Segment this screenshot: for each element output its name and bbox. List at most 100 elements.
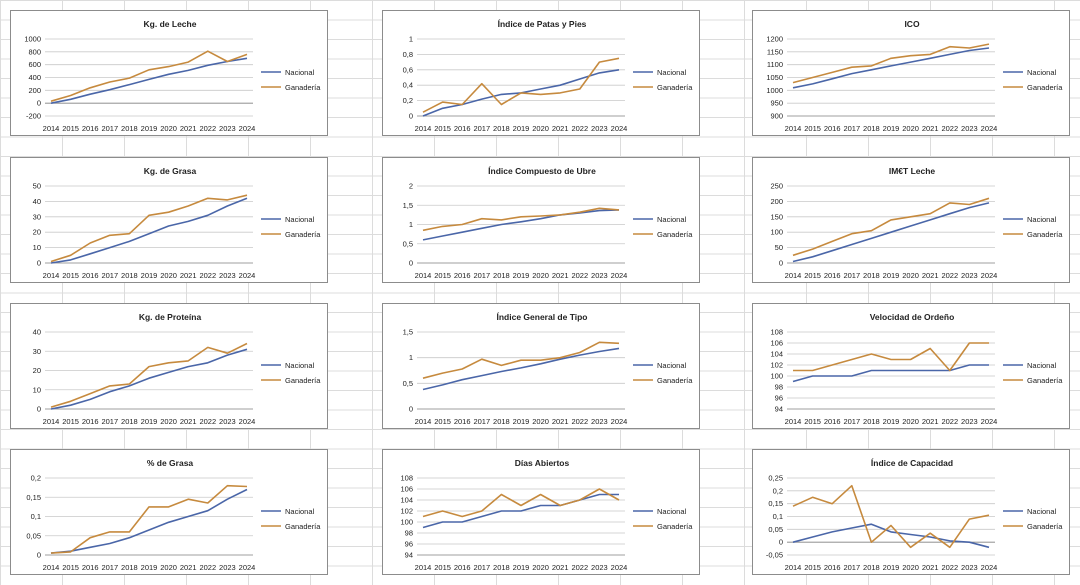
x-tick-label: 2016 bbox=[82, 124, 99, 133]
x-tick-label: 2020 bbox=[902, 417, 919, 426]
y-tick-label: 100 bbox=[400, 518, 413, 527]
y-tick-label: 106 bbox=[400, 485, 413, 494]
x-tick-label: 2015 bbox=[434, 124, 451, 133]
y-tick-label: 106 bbox=[770, 339, 783, 348]
x-tick-label: 2014 bbox=[415, 417, 432, 426]
chart-panel: Kg. de Proteína 0 10 20 30 40 2014 2015 2016 2017… bbox=[10, 303, 328, 429]
legend-label-ganaderia: Ganadería bbox=[1027, 83, 1063, 92]
x-tick-label: 2019 bbox=[883, 563, 900, 572]
y-tick-label: 20 bbox=[33, 228, 41, 237]
y-tick-label: 10 bbox=[33, 385, 41, 394]
x-tick-label: 2022 bbox=[571, 124, 588, 133]
x-tick-label: 2020 bbox=[160, 271, 177, 280]
x-tick-label: 2022 bbox=[941, 124, 958, 133]
y-tick-label: 94 bbox=[405, 551, 413, 560]
y-tick-label: 400 bbox=[28, 73, 41, 82]
x-tick-label: 2015 bbox=[62, 271, 79, 280]
x-tick-label: 2021 bbox=[552, 563, 569, 572]
y-tick-label: 1,5 bbox=[403, 201, 413, 210]
y-tick-label: 0,1 bbox=[773, 512, 783, 521]
x-tick-label: 2021 bbox=[922, 417, 939, 426]
x-tick-label: 2016 bbox=[82, 417, 99, 426]
x-tick-label: 2018 bbox=[121, 563, 138, 572]
y-tick-label: 1000 bbox=[24, 35, 41, 44]
chart-panel: Días Abiertos 94 96 98 100 102 104 106 108 2014 20… bbox=[382, 449, 700, 575]
series-line-ganaderia bbox=[422, 57, 620, 113]
x-tick-label: 2024 bbox=[611, 271, 628, 280]
x-tick-label: 2023 bbox=[591, 271, 608, 280]
y-tick-label: 1150 bbox=[767, 47, 783, 56]
chart-panel: Velocidad de Ordeño 94 96 98 100 102 104 106 108… bbox=[752, 303, 1070, 429]
x-tick-label: 2020 bbox=[160, 124, 177, 133]
x-tick-label: 2024 bbox=[981, 124, 998, 133]
y-tick-label: 800 bbox=[28, 47, 41, 56]
y-tick-label: 0,15 bbox=[26, 493, 41, 502]
legend-label-ganaderia: Ganadería bbox=[285, 376, 321, 385]
x-tick-label: 2017 bbox=[843, 124, 860, 133]
legend-label-nacional: Nacional bbox=[285, 68, 315, 77]
y-tick-label: 0,1 bbox=[31, 512, 41, 521]
x-tick-label: 2018 bbox=[121, 271, 138, 280]
y-tick-label: 104 bbox=[400, 496, 413, 505]
legend-label-ganaderia: Ganadería bbox=[657, 376, 693, 385]
y-tick-label: 0,8 bbox=[403, 50, 413, 59]
x-tick-label: 2019 bbox=[513, 271, 530, 280]
x-tick-label: 2020 bbox=[532, 417, 549, 426]
x-tick-label: 2021 bbox=[922, 124, 939, 133]
series-line-nacional bbox=[422, 493, 619, 529]
series-line-nacional bbox=[792, 47, 990, 89]
y-tick-label: 0 bbox=[37, 99, 41, 108]
x-tick-label: 2021 bbox=[552, 417, 569, 426]
x-tick-label: 2022 bbox=[941, 271, 958, 280]
y-tick-label: 0 bbox=[409, 112, 413, 121]
y-tick-label: 104 bbox=[770, 350, 783, 359]
x-tick-label: 2016 bbox=[454, 417, 471, 426]
x-tick-label: 2022 bbox=[571, 417, 588, 426]
y-tick-label: 200 bbox=[770, 197, 783, 206]
y-tick-label: 1000 bbox=[766, 86, 783, 95]
series-line-ganaderia bbox=[50, 194, 248, 263]
x-tick-label: 2023 bbox=[219, 417, 236, 426]
chart-svg: Velocidad de Ordeño 94 96 98 100 102 104 106 108… bbox=[770, 312, 1063, 426]
y-tick-label: 1 bbox=[409, 35, 413, 44]
chart-panel: Índice General de Tipo 0 0,5 1 1,5 2014 2015 20… bbox=[382, 303, 700, 429]
chart-panel: IM€T Leche 0 50 100 150 200 250 2014 2015 2016 201… bbox=[752, 157, 1070, 283]
x-tick-label: 2014 bbox=[415, 271, 432, 280]
x-tick-label: 2018 bbox=[493, 124, 510, 133]
y-tick-label: 0,2 bbox=[773, 486, 783, 495]
y-tick-label: 102 bbox=[770, 361, 783, 370]
legend-label-nacional: Nacional bbox=[1027, 215, 1057, 224]
y-tick-label: 40 bbox=[33, 197, 41, 206]
y-tick-label: 0,15 bbox=[768, 499, 783, 508]
legend-label-ganaderia: Ganadería bbox=[285, 83, 321, 92]
y-tick-label: 30 bbox=[33, 212, 41, 221]
x-tick-label: 2016 bbox=[454, 271, 471, 280]
series-line-ganaderia bbox=[792, 484, 990, 549]
chart-title: ICO bbox=[904, 19, 920, 29]
legend-label-nacional: Nacional bbox=[657, 361, 687, 370]
x-tick-label: 2017 bbox=[101, 563, 118, 572]
chart-panel: Índice de Patas y Pies 0 0,2 0,4 0,6 0,8 1 2014… bbox=[382, 10, 700, 136]
x-tick-label: 2018 bbox=[863, 124, 880, 133]
y-tick-label: 102 bbox=[400, 507, 413, 516]
y-tick-label: 0,25 bbox=[768, 474, 783, 483]
x-tick-label: 2016 bbox=[454, 563, 471, 572]
series-line-ganaderia bbox=[793, 342, 989, 372]
legend-label-nacional: Nacional bbox=[1027, 68, 1057, 77]
x-tick-label: 2024 bbox=[239, 271, 256, 280]
x-tick-label: 2015 bbox=[62, 124, 79, 133]
x-tick-label: 2015 bbox=[804, 563, 821, 572]
x-tick-label: 2021 bbox=[922, 563, 939, 572]
y-tick-label: 1200 bbox=[766, 35, 783, 44]
series-line-ganaderia bbox=[50, 484, 248, 554]
x-tick-label: 2022 bbox=[199, 124, 216, 133]
x-tick-label: 2017 bbox=[101, 271, 118, 280]
x-tick-label: 2016 bbox=[824, 271, 841, 280]
x-tick-label: 2018 bbox=[863, 417, 880, 426]
x-tick-label: 2023 bbox=[219, 124, 236, 133]
x-tick-label: 2016 bbox=[82, 563, 99, 572]
